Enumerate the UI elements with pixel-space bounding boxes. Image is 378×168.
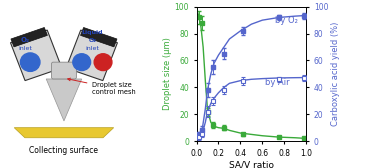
Polygon shape xyxy=(46,79,82,121)
Text: by Air: by Air xyxy=(265,78,289,87)
Text: Collecting surface: Collecting surface xyxy=(29,146,98,155)
Text: O₂: O₂ xyxy=(20,37,29,43)
Text: inlet: inlet xyxy=(85,46,99,51)
Text: Droplet size
control mesh: Droplet size control mesh xyxy=(68,78,136,95)
X-axis label: SA/V ratio: SA/V ratio xyxy=(229,161,274,168)
Circle shape xyxy=(73,54,91,71)
Y-axis label: Droplet size (μm): Droplet size (μm) xyxy=(163,37,172,110)
Circle shape xyxy=(94,54,112,71)
FancyBboxPatch shape xyxy=(66,30,118,81)
Text: Liquid: Liquid xyxy=(82,30,103,35)
Y-axis label: Carboxylic acid yield (%): Carboxylic acid yield (%) xyxy=(331,22,340,126)
Text: by O₂: by O₂ xyxy=(276,16,298,25)
Text: O₂: O₂ xyxy=(88,38,96,43)
FancyBboxPatch shape xyxy=(51,62,76,79)
FancyBboxPatch shape xyxy=(11,30,62,81)
FancyBboxPatch shape xyxy=(81,28,117,47)
Polygon shape xyxy=(14,128,114,138)
Circle shape xyxy=(20,53,40,71)
Text: inlet: inlet xyxy=(18,46,32,51)
FancyBboxPatch shape xyxy=(11,28,47,47)
